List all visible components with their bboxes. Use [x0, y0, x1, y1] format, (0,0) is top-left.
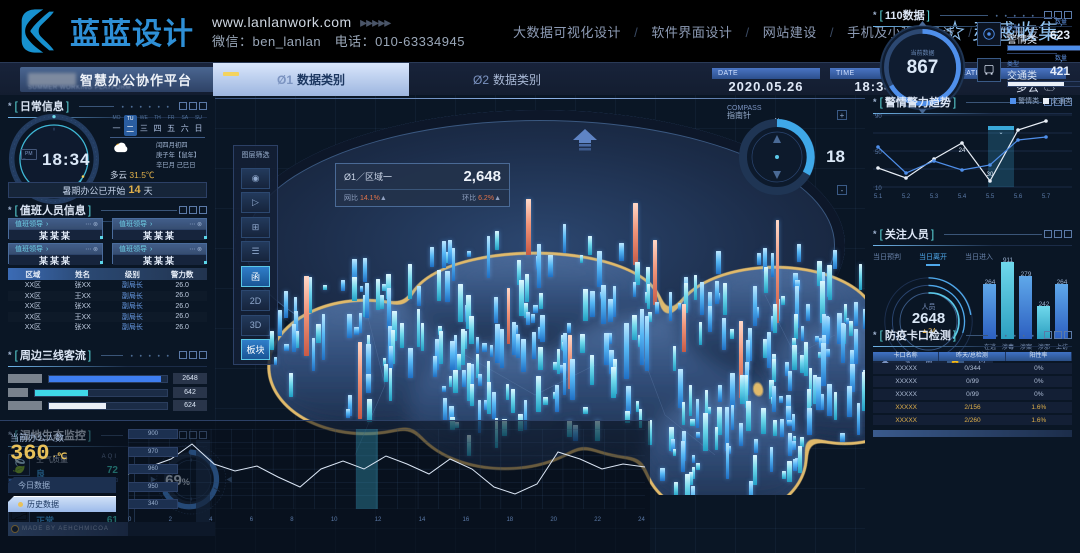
- svg-text:5.3: 5.3: [930, 194, 939, 200]
- svg-text:5.7: 5.7: [1042, 194, 1051, 200]
- svg-text:30: 30: [987, 172, 994, 178]
- svg-text:5.4: 5.4: [958, 194, 967, 200]
- svg-text:50: 50: [875, 150, 882, 156]
- svg-text:90: 90: [875, 114, 882, 120]
- svg-text:10: 10: [875, 186, 882, 192]
- svg-text:5.6: 5.6: [1014, 194, 1023, 200]
- svg-text:5.2: 5.2: [902, 194, 911, 200]
- svg-text:⌄: ⌄: [998, 130, 1003, 136]
- svg-text:5.5: 5.5: [986, 194, 995, 200]
- svg-text:5.1: 5.1: [874, 194, 883, 200]
- svg-text:24: 24: [959, 148, 966, 154]
